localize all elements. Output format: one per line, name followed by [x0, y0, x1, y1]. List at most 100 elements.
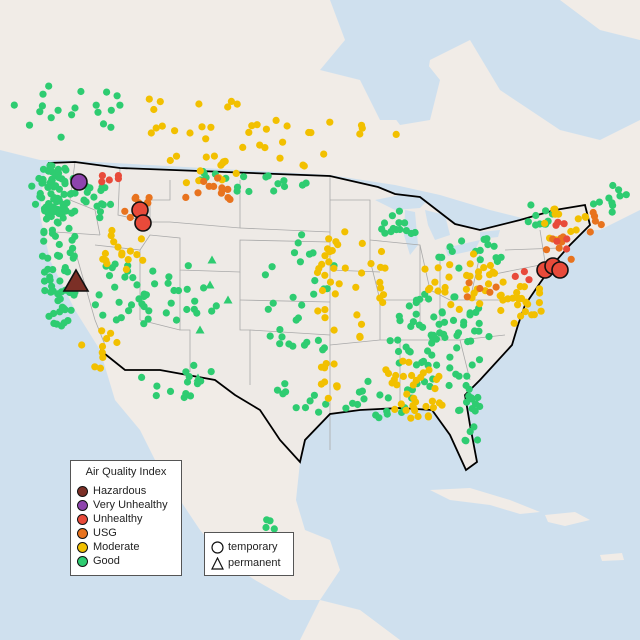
monitor-marker [524, 218, 532, 226]
monitor-marker [451, 293, 459, 301]
monitor-marker [282, 388, 290, 396]
monitor-marker [326, 278, 335, 286]
monitor-marker [210, 152, 218, 160]
legend-label-permanent: permanent [228, 557, 281, 569]
monitor-marker [472, 308, 480, 316]
monitor-marker [166, 387, 175, 395]
monitor-marker [38, 102, 47, 110]
monitor-marker [464, 338, 472, 346]
monitor-marker [552, 221, 560, 229]
monitor-marker [409, 318, 417, 326]
monitor-marker [183, 285, 191, 293]
monitor-marker [96, 364, 104, 372]
monitor-marker [595, 198, 604, 206]
monitor-marker [609, 201, 617, 209]
monitor-marker [380, 219, 389, 227]
monitor-marker [537, 307, 545, 315]
monitor-marker [465, 385, 473, 393]
monitor-marker [476, 284, 484, 293]
monitor-marker [407, 414, 415, 422]
monitor-marker [127, 301, 136, 309]
monitor-marker [563, 235, 571, 243]
monitor-marker [402, 227, 410, 235]
monitor-marker [68, 209, 76, 217]
monitor-marker [586, 228, 594, 236]
monitor-marker [145, 194, 153, 202]
monitor-marker [61, 177, 69, 185]
monitor-marker [441, 333, 449, 342]
monitor-marker [405, 358, 413, 366]
monitor-marker [434, 287, 442, 295]
monitor-marker [306, 397, 314, 405]
monitor-marker [486, 288, 494, 296]
monitor-marker [94, 108, 102, 116]
monitor-marker [605, 194, 613, 202]
monitor-marker [310, 391, 318, 399]
monitor-marker [513, 289, 521, 297]
monitor-marker [96, 214, 104, 222]
state-line [239, 227, 331, 233]
monitor-marker [314, 307, 322, 315]
monitor-marker [224, 103, 232, 111]
monitor-marker [414, 412, 422, 421]
monitor-marker [395, 219, 403, 227]
monitor-marker [114, 243, 122, 251]
monitor-marker [330, 360, 338, 368]
monitor-marker [553, 237, 561, 245]
monitor-marker [45, 312, 53, 320]
monitor-marker [426, 284, 434, 292]
monitor-marker [428, 397, 436, 405]
monitor-marker [453, 332, 461, 340]
monitor-marker [616, 192, 624, 200]
state-line [249, 329, 331, 336]
monitor-marker [542, 207, 550, 215]
monitor-marker [55, 174, 63, 182]
highlighted-monitor-hazardous [62, 268, 90, 292]
monitor-marker [280, 177, 288, 185]
monitor-marker [485, 333, 493, 341]
monitor-marker [489, 268, 497, 276]
monitor-marker [421, 265, 429, 273]
monitor-marker [270, 525, 278, 533]
monitor-marker [321, 364, 329, 372]
monitor-marker [314, 336, 322, 344]
monitor-marker [377, 247, 386, 256]
monitor-marker [376, 278, 384, 286]
monitor-marker [376, 263, 385, 271]
monitor-marker [525, 276, 533, 284]
monitor-marker [122, 265, 130, 273]
monitor-marker [475, 356, 484, 364]
monitor-marker [401, 219, 409, 227]
monitor-marker [115, 298, 123, 306]
monitor-marker [262, 523, 270, 532]
monitor-marker [41, 207, 49, 215]
cuba [430, 488, 540, 514]
monitor-marker [353, 311, 361, 319]
monitor-marker [162, 309, 170, 317]
monitor-marker [435, 372, 443, 380]
monitor-marker [138, 300, 146, 308]
monitor-marker [328, 247, 336, 255]
monitor-marker [48, 175, 56, 183]
monitor-marker [402, 343, 410, 351]
monitor-marker [126, 247, 134, 255]
monitor-marker [221, 157, 229, 165]
monitor-marker [233, 100, 241, 108]
monitor-marker [98, 342, 107, 351]
state-line [179, 270, 191, 372]
monitor-marker [438, 309, 446, 317]
legend-row-unhealthy: Unhealthy [77, 512, 143, 526]
monitor-marker [111, 283, 119, 291]
monitor-marker [402, 406, 410, 414]
monitor-marker [145, 95, 153, 103]
legend-label-hazardous: Hazardous [93, 485, 147, 497]
monitor-marker [144, 315, 152, 323]
monitor-marker [245, 128, 253, 136]
legend-row-good: Good [77, 554, 120, 568]
monitor-marker [403, 390, 411, 398]
monitor-marker [107, 106, 115, 114]
monitor-marker [376, 294, 384, 302]
monitor-marker [470, 289, 478, 297]
monitor-marker [45, 82, 53, 90]
monitor-marker [321, 306, 329, 314]
